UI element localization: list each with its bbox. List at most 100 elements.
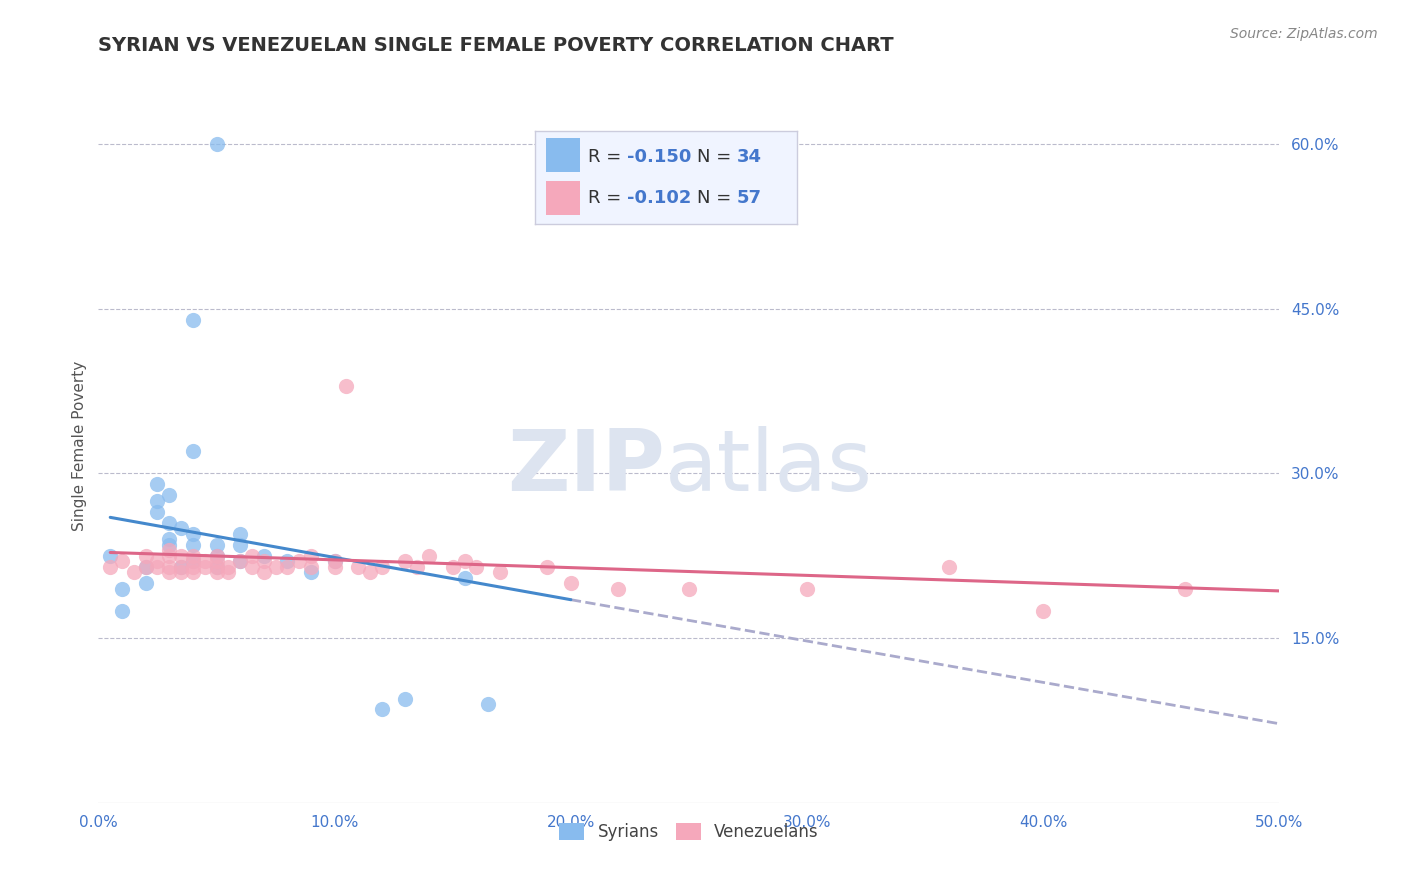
Point (181, 559, 204, 574)
Point (406, 559, 429, 574)
Text: 57: 57 (737, 189, 762, 207)
Point (205, 549, 228, 563)
Point (938, 559, 960, 574)
Point (796, 582, 818, 596)
Point (465, 559, 488, 574)
Text: R =: R = (588, 189, 627, 207)
Point (453, 554, 475, 568)
Point (607, 582, 630, 596)
Point (229, 526, 252, 541)
Point (205, 566, 228, 580)
Point (371, 702, 394, 716)
Point (335, 378, 357, 392)
Point (135, 549, 157, 563)
Point (170, 549, 193, 563)
Point (146, 505, 169, 519)
Point (181, 554, 204, 568)
Text: atlas: atlas (665, 425, 873, 509)
Point (371, 559, 394, 574)
Bar (546, 181, 579, 215)
Point (560, 576, 582, 591)
Point (205, 559, 228, 574)
Y-axis label: Single Female Poverty: Single Female Poverty (72, 361, 87, 531)
Point (146, 477, 169, 491)
Point (453, 571, 475, 585)
Text: ZIP: ZIP (508, 425, 665, 509)
Point (146, 554, 169, 568)
Point (146, 494, 169, 508)
Point (194, 559, 217, 574)
Point (359, 566, 381, 580)
Point (299, 559, 322, 574)
Point (98, 559, 121, 574)
Point (146, 559, 169, 574)
Legend: Syrians, Venezuelans: Syrians, Venezuelans (553, 816, 825, 848)
Point (229, 554, 252, 568)
Text: N =: N = (697, 189, 738, 207)
Point (240, 559, 263, 574)
Point (299, 566, 322, 580)
Point (157, 549, 180, 563)
Point (217, 566, 239, 580)
Text: N =: N = (697, 148, 738, 166)
Point (205, 554, 228, 568)
Point (441, 559, 464, 574)
Point (253, 566, 276, 580)
Point (157, 516, 180, 530)
Point (157, 538, 180, 552)
Point (170, 566, 193, 580)
Point (135, 576, 157, 591)
Point (181, 566, 204, 580)
Point (477, 697, 499, 711)
Point (181, 554, 204, 568)
Point (170, 559, 193, 574)
Text: Source: ZipAtlas.com: Source: ZipAtlas.com (1230, 27, 1378, 41)
Text: 34: 34 (737, 148, 762, 166)
Point (229, 538, 252, 552)
Point (111, 582, 134, 596)
Point (536, 559, 558, 574)
Point (170, 521, 193, 535)
Point (98, 549, 121, 563)
Point (1174, 582, 1197, 596)
Point (205, 559, 228, 574)
Point (240, 549, 263, 563)
Point (157, 543, 180, 558)
Point (122, 566, 145, 580)
Point (111, 604, 134, 618)
Point (181, 549, 204, 563)
Point (323, 554, 346, 568)
Point (205, 538, 228, 552)
Point (253, 549, 276, 563)
Point (170, 559, 193, 574)
Point (288, 554, 311, 568)
Point (181, 538, 204, 552)
Point (181, 312, 204, 326)
Point (678, 582, 700, 596)
Point (276, 559, 298, 574)
Point (194, 554, 217, 568)
Point (157, 533, 180, 547)
Point (157, 559, 180, 574)
Text: -0.102: -0.102 (627, 189, 692, 207)
Point (1032, 604, 1054, 618)
Point (157, 566, 180, 580)
Point (394, 554, 416, 568)
Point (205, 137, 228, 152)
Point (205, 549, 228, 563)
Point (253, 554, 276, 568)
Point (157, 488, 180, 502)
Bar (546, 138, 579, 172)
Point (229, 554, 252, 568)
Text: -0.150: -0.150 (627, 148, 692, 166)
Point (347, 559, 370, 574)
Point (135, 559, 157, 574)
Point (217, 559, 239, 574)
Point (323, 554, 346, 568)
Point (181, 526, 204, 541)
Point (276, 554, 298, 568)
Point (489, 566, 512, 580)
Point (181, 444, 204, 458)
Text: SYRIAN VS VENEZUELAN SINGLE FEMALE POVERTY CORRELATION CHART: SYRIAN VS VENEZUELAN SINGLE FEMALE POVER… (98, 36, 894, 54)
Point (323, 559, 346, 574)
